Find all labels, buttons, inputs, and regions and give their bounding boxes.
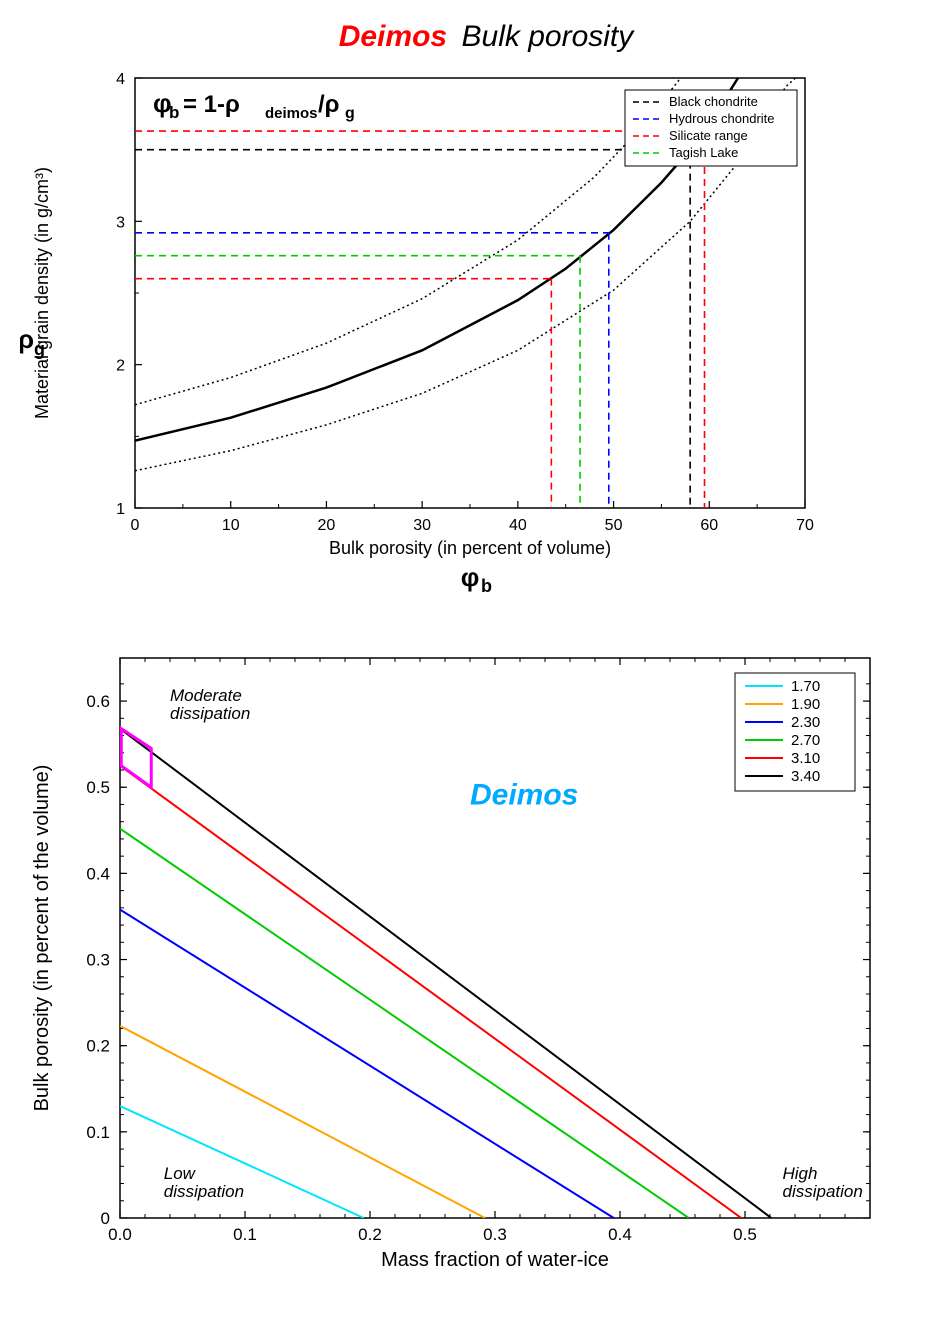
svg-text:3.40: 3.40 [791, 768, 820, 785]
svg-text:b: b [169, 103, 179, 122]
svg-text:Silicate range: Silicate range [669, 128, 748, 143]
svg-text:0.5: 0.5 [86, 778, 110, 797]
svg-text:/ρ: /ρ [318, 91, 340, 118]
svg-text:dissipation: dissipation [164, 1182, 244, 1201]
svg-text:Material grain density (in g/c: Material grain density (in g/cm³) [32, 167, 52, 419]
svg-text:40: 40 [509, 517, 527, 534]
svg-text:2: 2 [116, 358, 125, 375]
svg-text:20: 20 [318, 517, 336, 534]
svg-text:dissipation: dissipation [783, 1182, 863, 1201]
chart1-container: Deimos Bulk porosity 0 10 20 30 40 50 60 70 1 2 3 4… [20, 20, 912, 598]
svg-text:0.5: 0.5 [733, 1225, 757, 1244]
svg-text:0.2: 0.2 [358, 1225, 382, 1244]
svg-text:g: g [345, 105, 355, 122]
svg-text:= 1-ρ: = 1-ρ [183, 91, 240, 118]
svg-text:Bulk porosity (in percent of v: Bulk porosity (in percent of volume) [329, 538, 611, 558]
chart2-svg: 0.0 0.1 0.2 0.3 0.4 0.5 0 0.1 0.2 0.3 0.4 0.5 0.6 Mas… [20, 638, 900, 1278]
svg-text:50: 50 [605, 517, 623, 534]
svg-text:3: 3 [116, 214, 125, 231]
svg-text:0.4: 0.4 [86, 864, 110, 883]
svg-text:0.3: 0.3 [86, 951, 110, 970]
chart2-container: 0.0 0.1 0.2 0.3 0.4 0.5 0 0.1 0.2 0.3 0.4 0.5 0.6 Mas… [20, 638, 912, 1278]
chart1-main-title: Bulk porosity [462, 20, 634, 53]
svg-text:4: 4 [116, 71, 125, 88]
svg-text:0.4: 0.4 [608, 1225, 632, 1244]
svg-text:0: 0 [101, 1209, 110, 1228]
svg-text:dissipation: dissipation [170, 704, 250, 723]
svg-text:Tagish Lake: Tagish Lake [669, 145, 738, 160]
chart1-svg: 0 10 20 30 40 50 60 70 1 2 3 4 Bulk porosity (in per… [20, 58, 840, 598]
svg-text:Moderate: Moderate [170, 686, 242, 705]
svg-text:1.70: 1.70 [791, 678, 820, 695]
svg-text:0: 0 [131, 517, 140, 534]
svg-text:2.30: 2.30 [791, 714, 820, 731]
svg-text:3.10: 3.10 [791, 750, 820, 767]
svg-text:0.2: 0.2 [86, 1037, 110, 1056]
svg-text:60: 60 [700, 517, 718, 534]
svg-text:Black chondrite: Black chondrite [669, 94, 758, 109]
svg-text:2.70: 2.70 [791, 732, 820, 749]
svg-text:Deimos: Deimos [470, 778, 578, 811]
svg-text:b: b [481, 576, 492, 596]
svg-text:1.90: 1.90 [791, 696, 820, 713]
chart1-title-row: Deimos Bulk porosity [20, 20, 912, 54]
svg-text:High: High [783, 1164, 818, 1183]
svg-text:deimos: deimos [265, 105, 318, 122]
svg-text:10: 10 [222, 517, 240, 534]
svg-text:Bulk porosity (in percent of t: Bulk porosity (in percent of the volume) [31, 765, 53, 1112]
svg-text:0.3: 0.3 [483, 1225, 507, 1244]
svg-text:ρ: ρ [20, 324, 34, 354]
svg-text:1: 1 [116, 501, 125, 518]
svg-text:Mass fraction of water-ice: Mass fraction of water-ice [381, 1249, 609, 1271]
svg-text:0.0: 0.0 [108, 1225, 132, 1244]
chart1-deimos-label: Deimos [339, 20, 447, 53]
svg-text:φ: φ [461, 562, 480, 592]
svg-text:30: 30 [413, 517, 431, 534]
svg-text:0.6: 0.6 [86, 692, 110, 711]
svg-text:Hydrous chondrite: Hydrous chondrite [669, 111, 775, 126]
svg-text:g: g [34, 339, 45, 359]
svg-text:0.1: 0.1 [86, 1123, 110, 1142]
svg-text:0.1: 0.1 [233, 1225, 257, 1244]
svg-text:Low: Low [164, 1164, 197, 1183]
svg-text:70: 70 [796, 517, 814, 534]
